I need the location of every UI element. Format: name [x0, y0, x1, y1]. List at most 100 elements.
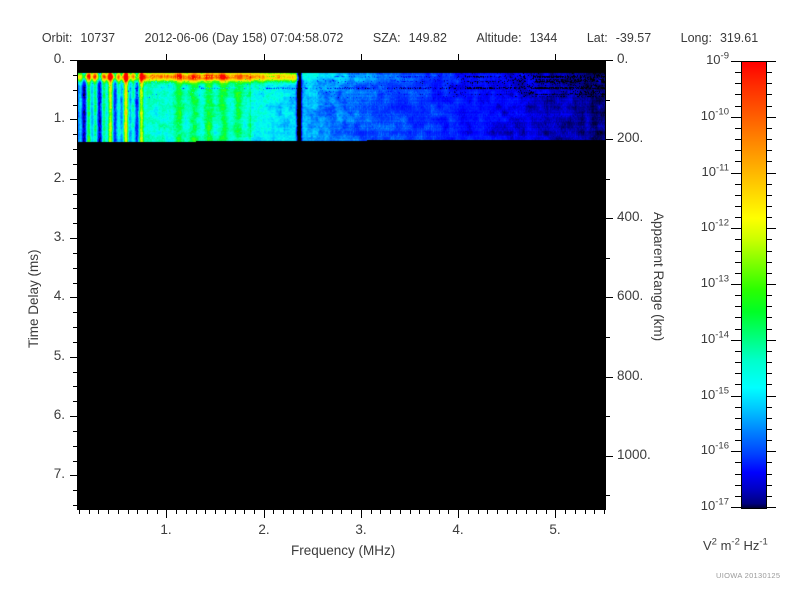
- y2-tick-minor: [605, 495, 610, 496]
- x-tick-minor: [604, 509, 605, 514]
- x-tick-label: 2.: [258, 522, 270, 537]
- y2-tick-label: 800.: [617, 368, 644, 383]
- colorbar-tick-minor: [735, 474, 741, 475]
- colorbar-tick-minor: [766, 373, 772, 374]
- colorbar-tick-minor: [766, 251, 772, 252]
- colorbar-tick-minor: [735, 262, 741, 263]
- x-top-tick-major: [458, 54, 459, 60]
- colorbar-tick-minor: [766, 384, 772, 385]
- figure-header: Orbit: 10737 2012-06-06 (Day 158) 07:04:5…: [0, 31, 800, 45]
- colorbar-tick-minor: [735, 329, 741, 330]
- colorbar-tick-major: [731, 228, 741, 229]
- y-tick-minor: [73, 90, 77, 91]
- x-tick-minor: [332, 509, 333, 514]
- colorbar-tick-major: [731, 173, 741, 174]
- x-tick-minor: [322, 509, 323, 514]
- y-tick-minor: [73, 490, 77, 491]
- y-tick-label: 6.: [53, 407, 65, 422]
- colorbar-tick-minor: [735, 485, 741, 486]
- colorbar-tick-minor: [735, 72, 741, 73]
- x-tick-minor: [487, 509, 488, 514]
- colorbar-tick-minor: [766, 418, 772, 419]
- y-tick-major: [70, 238, 77, 239]
- y-tick-minor: [73, 268, 77, 269]
- x-tick-minor: [312, 509, 313, 514]
- x-tick-minor: [89, 509, 90, 514]
- x-tick-minor: [478, 509, 479, 514]
- x-tick-minor: [215, 509, 216, 514]
- orbit-value: 10737: [80, 31, 116, 45]
- x-tick-major: [458, 509, 459, 518]
- colorbar-tick-minor: [766, 306, 772, 307]
- colorbar-tick-minor: [735, 239, 741, 240]
- colorbar-tick-minor: [766, 317, 772, 318]
- x-tick-minor: [273, 509, 274, 514]
- y2-tick-minor: [605, 416, 610, 417]
- orbit-label: Orbit:: [41, 31, 73, 45]
- colorbar-tick-label: 10-15: [700, 385, 729, 402]
- x-tick-label: 1.: [160, 522, 172, 537]
- colorbar-tick-label: 10-17: [700, 496, 729, 513]
- colorbar-tick-minor: [766, 474, 772, 475]
- colorbar-tick-minor: [766, 496, 772, 497]
- x-tick-minor: [371, 509, 372, 514]
- y2-tick-minor: [605, 337, 610, 338]
- colorbar-tick-minor: [735, 94, 741, 95]
- altitude-value: 1344: [529, 31, 558, 45]
- x-tick-minor: [419, 509, 420, 514]
- sza-label: SZA:: [372, 31, 401, 45]
- colorbar-tick-label: 10-16: [700, 440, 729, 457]
- y2-tick-major: [605, 297, 613, 298]
- x-top-tick-major: [166, 54, 167, 60]
- colorbar-tick-major: [766, 396, 776, 397]
- y-tick-major: [70, 60, 77, 61]
- colorbar-tick-minor: [766, 94, 772, 95]
- y-tick-minor: [73, 342, 77, 343]
- y2-tick-major: [605, 139, 613, 140]
- colorbar-tick-major: [766, 117, 776, 118]
- y-tick-minor: [73, 194, 77, 195]
- x-tick-minor: [235, 509, 236, 514]
- x-tick-minor: [341, 509, 342, 514]
- y-tick-major: [70, 357, 77, 358]
- colorbar-tick-minor: [735, 139, 741, 140]
- y-tick-label: 1.: [53, 110, 65, 125]
- y-tick-minor: [73, 253, 77, 254]
- x-tick-minor: [410, 509, 411, 514]
- colorbar-tick-major: [731, 507, 741, 508]
- colorbar-tick-minor: [766, 217, 772, 218]
- y2-tick-minor: [605, 179, 610, 180]
- y-tick-minor: [73, 164, 77, 165]
- y-tick-major: [70, 119, 77, 120]
- colorbar-tick-minor: [735, 407, 741, 408]
- y2-tick-major: [605, 218, 613, 219]
- y-tick-label: 5.: [53, 348, 65, 363]
- colorbar-tick-major: [766, 228, 776, 229]
- x-tick-minor: [351, 509, 352, 514]
- y-tick-minor: [73, 283, 77, 284]
- colorbar-tick-minor: [766, 273, 772, 274]
- colorbar-tick-minor: [766, 462, 772, 463]
- x-tick-minor: [186, 509, 187, 514]
- y-tick-minor: [73, 223, 77, 224]
- x-tick-minor: [400, 509, 401, 514]
- x-tick-minor: [565, 509, 566, 514]
- colorbar-tick-major: [731, 61, 741, 62]
- colorbar-tick-minor: [735, 150, 741, 151]
- colorbar-tick-major: [731, 396, 741, 397]
- y-tick-major: [70, 297, 77, 298]
- colorbar-tick-minor: [735, 273, 741, 274]
- y-tick-minor: [73, 401, 77, 402]
- colorbar-tick-minor: [735, 106, 741, 107]
- colorbar-tick-minor: [735, 496, 741, 497]
- colorbar-tick-minor: [766, 407, 772, 408]
- colorbar-tick-minor: [766, 206, 772, 207]
- x-tick-minor: [448, 509, 449, 514]
- x-tick-major: [361, 509, 362, 518]
- colorbar-tick-minor: [735, 373, 741, 374]
- y-tick-minor: [73, 431, 77, 432]
- y-tick-minor: [73, 386, 77, 387]
- x-tick-minor: [254, 509, 255, 514]
- colorbar-tick-major: [731, 284, 741, 285]
- x-tick-minor: [546, 509, 547, 514]
